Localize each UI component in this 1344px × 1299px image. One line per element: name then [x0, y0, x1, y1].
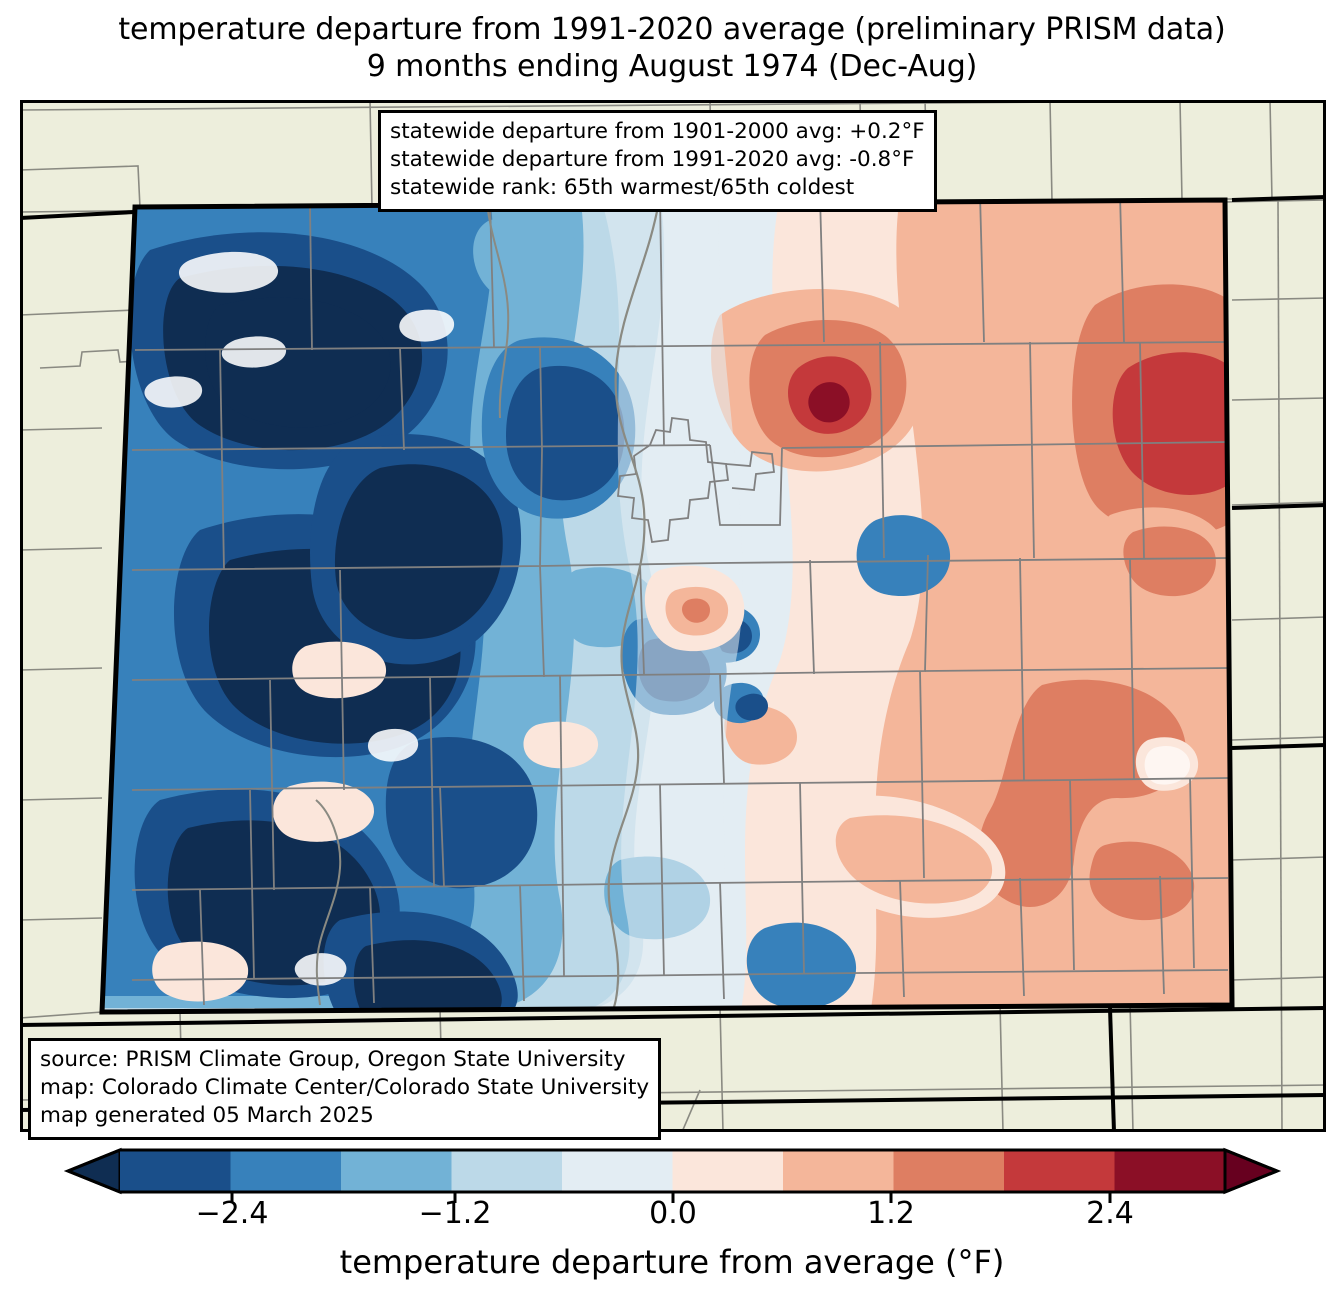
- colorbar-over-arrow: [1223, 1147, 1282, 1195]
- colorbar-under-arrow: [63, 1147, 122, 1195]
- colorbar-axis-label: temperature departure from average (°F): [339, 1243, 1005, 1281]
- title-line-2: 9 months ending August 1974 (Dec-Aug): [366, 48, 978, 84]
- colorbar-band: [120, 1150, 232, 1192]
- colorbar-band: [451, 1150, 563, 1192]
- colorbar-band: [672, 1150, 784, 1192]
- stat-statewide-rank: statewide rank: 65th warmest/65th coldes…: [390, 174, 855, 200]
- figure-title: temperature departure from 1991-2020 ave…: [0, 12, 1344, 85]
- colorbar-tick-label: 1.2: [867, 1196, 915, 1231]
- colorbar-tick-label: 0.0: [649, 1196, 697, 1231]
- colorbar-tick-label: 2.4: [1086, 1196, 1134, 1231]
- map-frame: [20, 100, 1326, 1132]
- map-body: [20, 100, 1326, 1132]
- colorbar-band: [893, 1150, 1005, 1192]
- county-boundaries: [131, 200, 1229, 1012]
- colorbar-band: [562, 1150, 674, 1192]
- colorbar-tick-label: −1.2: [418, 1196, 492, 1231]
- stat-departure-1991-2020: statewide departure from 1991-2020 avg: …: [390, 146, 915, 172]
- source-line: source: PRISM Climate Group, Oregon Stat…: [40, 1047, 626, 1072]
- colorbar: [0, 1142, 1344, 1212]
- colorbar-band: [230, 1150, 342, 1192]
- map-canvas: [20, 100, 1326, 1132]
- title-line-1: temperature departure from 1991-2020 ave…: [118, 12, 1226, 47]
- colorbar-tick-labels: −2.4 −1.2 0.0 1.2 2.4: [0, 1196, 1344, 1236]
- colorbar-band: [341, 1150, 453, 1192]
- statistics-box: statewide departure from 1901-2000 avg: …: [378, 110, 937, 212]
- colorbar-band: [783, 1150, 895, 1192]
- map-credit-line: map: Colorado Climate Center/Colorado St…: [40, 1074, 650, 1100]
- colorbar-band: [1114, 1150, 1226, 1192]
- map-generated-line: map generated 05 March 2025: [40, 1102, 374, 1128]
- colorbar-band: [1004, 1150, 1116, 1192]
- colorbar-tick-label: −2.4: [195, 1196, 269, 1231]
- colorbar-svg: [63, 1147, 1282, 1203]
- temperature-anomaly-field: [102, 200, 1232, 1012]
- map-svg: [20, 100, 1326, 1132]
- stat-departure-1901-2000: statewide departure from 1901-2000 avg: …: [390, 119, 925, 144]
- source-box: source: PRISM Climate Group, Oregon Stat…: [28, 1038, 662, 1140]
- colorbar-outline: [63, 1148, 1282, 1194]
